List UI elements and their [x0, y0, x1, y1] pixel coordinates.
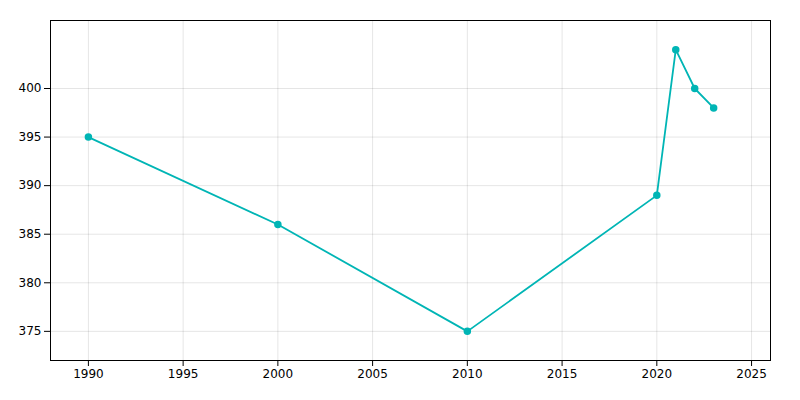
svg-text:385: 385	[19, 227, 42, 241]
svg-text:1995: 1995	[168, 367, 199, 381]
svg-text:400: 400	[19, 81, 42, 95]
svg-text:2010: 2010	[452, 367, 483, 381]
svg-text:380: 380	[19, 276, 42, 290]
svg-text:1990: 1990	[73, 367, 104, 381]
svg-text:2015: 2015	[547, 367, 578, 381]
svg-text:2025: 2025	[736, 367, 767, 381]
svg-text:375: 375	[19, 324, 42, 338]
svg-text:2000: 2000	[263, 367, 294, 381]
svg-text:2020: 2020	[642, 367, 673, 381]
svg-text:390: 390	[19, 178, 42, 192]
svg-text:2005: 2005	[357, 367, 388, 381]
svg-text:395: 395	[19, 130, 42, 144]
